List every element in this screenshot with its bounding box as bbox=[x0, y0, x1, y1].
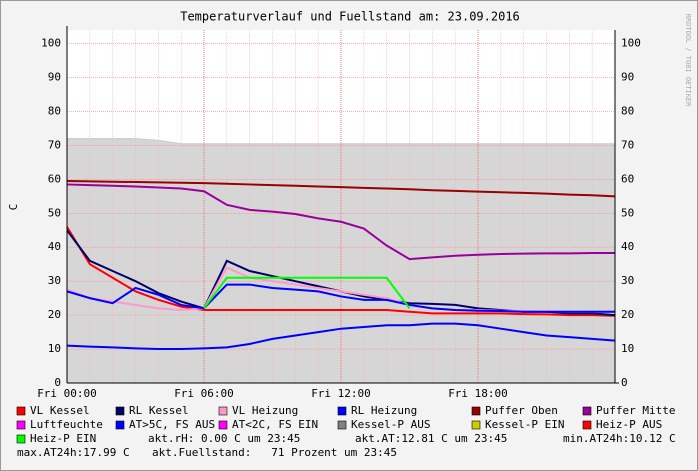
y2-tick-label: 40 bbox=[621, 240, 634, 253]
y2-tick-label: 80 bbox=[621, 104, 634, 117]
line bbox=[203, 276, 411, 309]
legend-swatch bbox=[16, 420, 26, 430]
y-axis-label: C bbox=[7, 204, 20, 211]
note: max.AT24h:17.99 C bbox=[17, 446, 130, 459]
y-tick-label: 0 bbox=[54, 376, 61, 389]
y-tick-label: 40 bbox=[48, 240, 61, 253]
x-tick-label: Fri 12:00 bbox=[311, 387, 371, 400]
y-tick-label: 100 bbox=[41, 37, 61, 50]
legend-label: VL Heizung bbox=[232, 404, 298, 417]
legend-label: Puffer Mitte bbox=[596, 404, 675, 417]
legend-swatch bbox=[337, 406, 347, 416]
y2-tick-label: 100 bbox=[621, 37, 641, 50]
y-tick-label: 30 bbox=[48, 274, 61, 287]
y-tick-label: 20 bbox=[48, 308, 61, 321]
legend-swatch bbox=[218, 420, 228, 430]
y-tick-label: 70 bbox=[48, 138, 61, 151]
y2-tick-label: 90 bbox=[621, 71, 634, 84]
y2-tick-label: 0 bbox=[621, 376, 628, 389]
legend-label: AT>5C, FS AUS bbox=[129, 418, 215, 431]
line bbox=[66, 183, 615, 261]
watermark: RRDTOOL / TOBI OETIKER bbox=[684, 14, 692, 108]
legend-swatch bbox=[337, 420, 347, 430]
y-tick-label: 80 bbox=[48, 104, 61, 117]
line bbox=[66, 283, 615, 313]
note: akt.AT:12.81 C um 23:45 bbox=[355, 432, 507, 445]
legend-label: Kessel-P AUS bbox=[351, 418, 430, 431]
chart-title: Temperaturverlauf und Fuellstand am: 23.… bbox=[180, 10, 520, 24]
x-tick-label: Fri 00:00 bbox=[37, 387, 97, 400]
legend-label: RL Kessel bbox=[129, 404, 189, 417]
note: akt.rH: 0.00 C um 23:45 bbox=[148, 432, 300, 445]
legend-swatch bbox=[16, 434, 26, 444]
legend-label: Kessel-P EIN bbox=[485, 418, 564, 431]
legend-label: Puffer Oben bbox=[485, 404, 558, 417]
legend-swatch bbox=[582, 420, 592, 430]
legend-swatch bbox=[16, 406, 26, 416]
y2-tick-label: 60 bbox=[621, 172, 634, 185]
legend-swatch bbox=[471, 406, 481, 416]
y-tick-label: 90 bbox=[48, 71, 61, 84]
legend-label: Heiz-P AUS bbox=[596, 418, 662, 431]
line bbox=[66, 322, 616, 351]
note: min.AT24h:10.12 C bbox=[563, 432, 676, 445]
y2-tick-label: 70 bbox=[621, 138, 634, 151]
legend-swatch bbox=[582, 406, 592, 416]
y2-tick-label: 10 bbox=[621, 342, 634, 355]
x-tick-label: Fri 18:00 bbox=[448, 387, 508, 400]
legend-swatch bbox=[218, 406, 228, 416]
legend-label: RL Heizung bbox=[351, 404, 417, 417]
legend-label: Heiz-P EIN bbox=[30, 432, 96, 445]
x-tick-label: Fri 06:00 bbox=[174, 387, 234, 400]
legend-swatch bbox=[115, 406, 125, 416]
legend-swatch bbox=[115, 420, 125, 430]
y-tick-label: 60 bbox=[48, 172, 61, 185]
y-tick-label: 50 bbox=[48, 206, 61, 219]
y2-tick-label: 20 bbox=[621, 308, 634, 321]
legend-label: VL Kessel bbox=[30, 404, 90, 417]
line bbox=[66, 180, 616, 198]
legend-swatch bbox=[471, 420, 481, 430]
legend-label: AT<2C, FS EIN bbox=[232, 418, 318, 431]
y-tick-label: 10 bbox=[48, 342, 61, 355]
y2-tick-label: 30 bbox=[621, 274, 634, 287]
line bbox=[66, 226, 616, 317]
legend-label: Luftfeuchte bbox=[30, 418, 103, 431]
y2-tick-label: 50 bbox=[621, 206, 634, 219]
note: akt.Fuellstand: 71 Prozent um 23:45 bbox=[152, 446, 397, 459]
